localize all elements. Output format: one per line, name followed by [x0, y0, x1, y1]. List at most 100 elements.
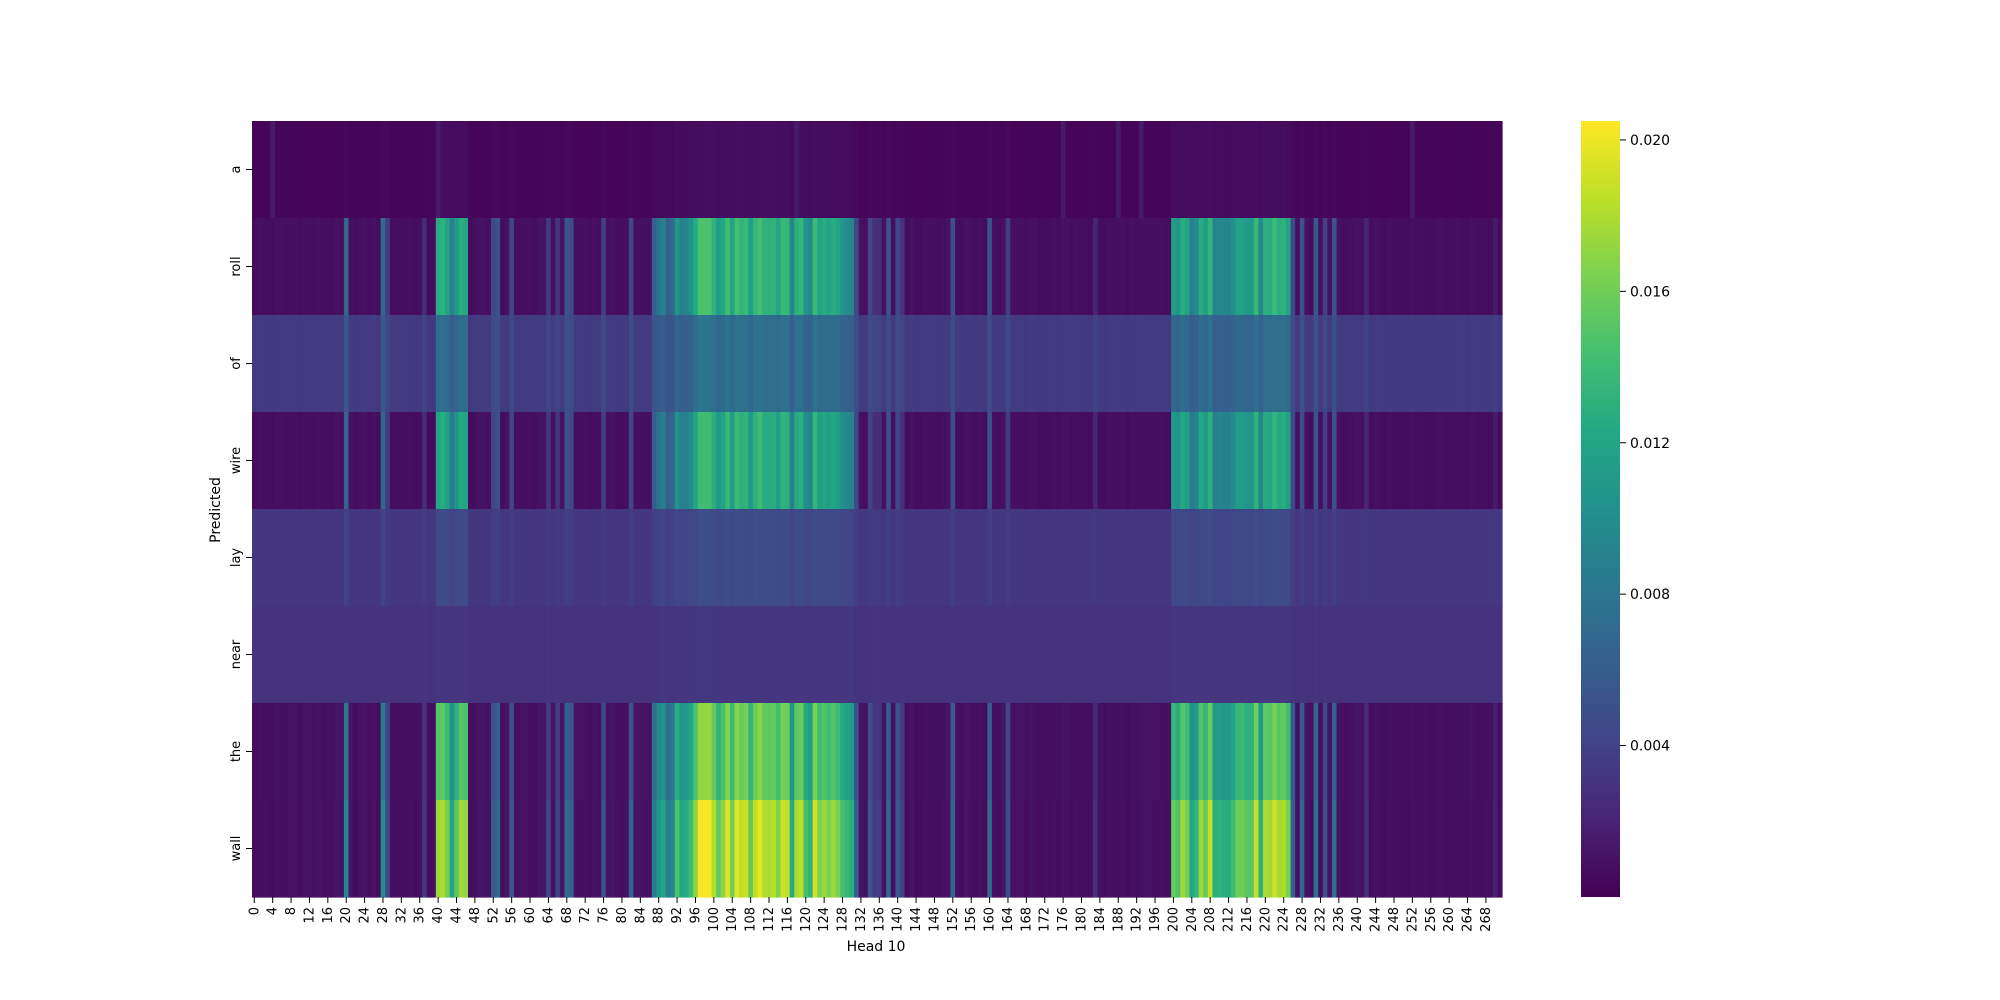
heatmap-cell [1281, 509, 1287, 607]
heatmap-cell [821, 606, 828, 704]
heatmap-cell [1161, 800, 1168, 898]
heatmap-cell [798, 509, 805, 607]
heatmap-cell [362, 509, 368, 607]
heatmap-cell [982, 412, 988, 510]
heatmap-cell [1497, 412, 1503, 510]
heatmap-cell [996, 412, 1002, 510]
heatmap-cell [578, 703, 584, 801]
heatmap-cell [716, 509, 722, 607]
y-axis-title: Predicted [208, 477, 224, 543]
heatmap-cell [256, 606, 262, 704]
heatmap-cell [821, 412, 828, 510]
heatmap-cell [1263, 800, 1269, 898]
heatmap-cell [1345, 315, 1351, 413]
heatmap-cell [1405, 509, 1411, 607]
heatmap-cell [720, 412, 726, 510]
heatmap-cell [274, 412, 281, 510]
heatmap-cell [1074, 121, 1080, 219]
heatmap-cell [1382, 412, 1388, 510]
heatmap-cell [1368, 412, 1374, 510]
heatmap-cell [679, 703, 685, 801]
heatmap-cell [330, 606, 336, 704]
heatmap-cell [1129, 315, 1135, 413]
heatmap-cell [1263, 703, 1269, 801]
heatmap-cell [307, 703, 313, 801]
heatmap-cell [1175, 412, 1181, 510]
heatmap-cell [1148, 218, 1154, 316]
heatmap-cell [1024, 703, 1030, 801]
heatmap-cell [1014, 509, 1021, 607]
heatmap-cell [927, 606, 933, 704]
heatmap-cell [1336, 412, 1342, 510]
x-tick-label: 72 [578, 907, 593, 924]
heatmap-cell [587, 800, 593, 898]
heatmap-cell [1194, 218, 1200, 316]
x-tick-label: 172 [1038, 907, 1053, 932]
heatmap-cell [582, 606, 589, 704]
heatmap-cell [789, 412, 795, 510]
heatmap-cell [748, 121, 754, 219]
heatmap-cell [766, 412, 772, 510]
heatmap-cell [325, 606, 331, 704]
heatmap-cell [638, 606, 644, 704]
heatmap-cell [762, 412, 768, 510]
heatmap-cell [445, 800, 451, 898]
heatmap-cell [389, 218, 396, 316]
heatmap-cell [991, 412, 998, 510]
heatmap-cell [325, 218, 331, 316]
heatmap-cell [1423, 121, 1430, 219]
heatmap-cell [798, 703, 805, 801]
heatmap-cell [1382, 703, 1388, 801]
heatmap-cell [886, 509, 892, 607]
heatmap-cell [1042, 800, 1048, 898]
heatmap-cell [665, 703, 671, 801]
heatmap-cell [274, 315, 281, 413]
heatmap-cell [720, 606, 726, 704]
heatmap-cell [987, 509, 993, 607]
heatmap-cell [642, 218, 648, 316]
colorbar-tick-label: 0.008 [1630, 587, 1670, 603]
heatmap-cell [720, 218, 726, 316]
heatmap-cell [569, 509, 575, 607]
heatmap-cell [1024, 800, 1030, 898]
heatmap-cell [353, 315, 359, 413]
heatmap-cell [1166, 606, 1172, 704]
heatmap-cell [564, 121, 570, 219]
heatmap-cell [936, 412, 942, 510]
heatmap-cell [867, 800, 874, 898]
heatmap-cell [1051, 703, 1057, 801]
heatmap-cell [1184, 606, 1191, 704]
heatmap-cell [605, 800, 612, 898]
heatmap-cell [904, 218, 910, 316]
heatmap-cell [348, 606, 354, 704]
heatmap-cell [1001, 315, 1007, 413]
heatmap-cell [1083, 218, 1089, 316]
heatmap-cell [1263, 606, 1269, 704]
heatmap-cell [541, 121, 547, 219]
heatmap-cell [1065, 218, 1071, 316]
heatmap-cell [343, 703, 350, 801]
heatmap-cell [766, 800, 772, 898]
heatmap-cell [1492, 315, 1499, 413]
heatmap-cell [1437, 509, 1443, 607]
heatmap-cell [527, 121, 533, 219]
heatmap-cell [702, 606, 708, 704]
heatmap-cell [1184, 703, 1191, 801]
heatmap-cell [670, 606, 676, 704]
heatmap-cell [1497, 800, 1503, 898]
heatmap-cell [284, 121, 290, 219]
heatmap-cell [1341, 315, 1347, 413]
heatmap-cell [256, 121, 262, 219]
heatmap-cell [518, 121, 524, 219]
heatmap-cell [564, 412, 570, 510]
heatmap-cell [454, 412, 460, 510]
heatmap-cell [734, 218, 740, 316]
heatmap-cell [1102, 703, 1108, 801]
heatmap-cell [1414, 703, 1420, 801]
heatmap-cell [904, 606, 910, 704]
x-tick-label: 136 [872, 907, 887, 932]
heatmap-cell [1083, 800, 1089, 898]
heatmap-cell [1336, 121, 1342, 219]
heatmap-cell [1442, 606, 1448, 704]
heatmap-cell [1488, 800, 1494, 898]
